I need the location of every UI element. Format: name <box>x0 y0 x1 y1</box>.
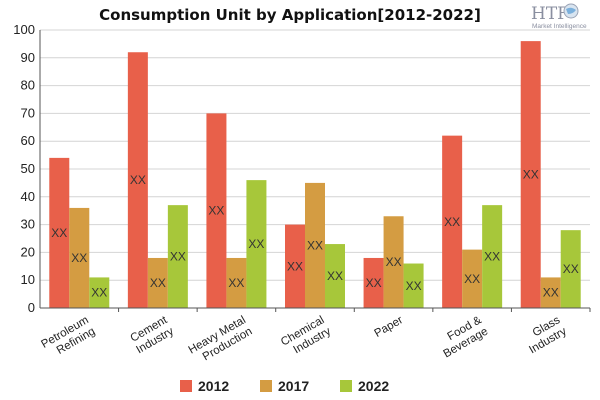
data-label: XX <box>71 251 87 265</box>
y-tick-label: 80 <box>21 78 35 93</box>
y-tick-label: 60 <box>21 133 35 148</box>
data-label: XX <box>464 272 480 286</box>
x-category-label: Food &Beverage <box>435 314 490 360</box>
y-tick-label: 70 <box>21 105 35 120</box>
data-label: XX <box>444 215 460 229</box>
chart-title: Consumption Unit by Application[2012-202… <box>99 6 481 24</box>
data-label: XX <box>130 173 146 187</box>
data-label: XX <box>248 237 264 251</box>
x-category-label: ChemicalIndustry <box>279 314 333 360</box>
x-axis: PetroleumRefining CementIndustry Heavy Met… <box>39 307 591 368</box>
data-label: XX <box>170 250 186 264</box>
bar-2022 <box>325 244 345 308</box>
legend-swatch-2017 <box>260 380 272 392</box>
legend-label-2017: 2017 <box>278 378 309 394</box>
y-tick-label: 10 <box>21 272 35 287</box>
bars: XX XX XX XX XX XX XX XX XX XX XX XX XX XX XX XX XX XX XX XX… <box>49 41 581 309</box>
logo-text: HTF <box>531 4 569 24</box>
bar-2017 <box>226 257 247 308</box>
bar-2012 <box>363 257 384 308</box>
x-category-label: PetroleumRefining <box>39 314 97 362</box>
htf-logo: HTF Market Intelligence <box>531 3 587 30</box>
globe-icon <box>563 3 579 19</box>
bar-2012 <box>49 157 70 308</box>
data-label: XX <box>150 276 166 290</box>
bar-2017 <box>147 257 168 308</box>
data-label: XX <box>287 259 303 273</box>
bar-2022 <box>482 205 503 308</box>
x-category-label: Paper <box>372 314 405 340</box>
y-tick-label: 100 <box>13 22 35 37</box>
bar-2017 <box>383 216 404 308</box>
legend: 2012 2017 2022 <box>180 378 389 394</box>
y-tick-label: 0 <box>28 300 35 315</box>
y-tick-label: 50 <box>21 161 35 176</box>
data-label: XX <box>386 255 402 269</box>
bar-2022 <box>167 205 188 308</box>
data-label: XX <box>307 238 323 252</box>
bar-2012 <box>127 52 148 308</box>
data-label: XX <box>327 269 343 283</box>
data-label: XX <box>406 279 422 293</box>
data-label: XX <box>563 262 579 276</box>
bar-2017 <box>540 277 561 308</box>
bar-2017 <box>69 207 90 308</box>
y-tick-label: 30 <box>21 217 35 232</box>
legend-swatch-2022 <box>340 380 352 392</box>
x-category-line: Paper <box>372 314 405 340</box>
data-label: XX <box>484 250 500 264</box>
bar-2017 <box>462 249 483 308</box>
bar-2012 <box>285 224 305 308</box>
bar-2022 <box>403 263 424 308</box>
data-label: XX <box>523 168 539 182</box>
bar-2012 <box>520 41 541 309</box>
y-tick-label: 20 <box>21 244 35 259</box>
legend-label-2022: 2022 <box>358 378 389 394</box>
y-axis: 0 10 20 30 40 50 60 70 80 90 100 <box>13 22 41 315</box>
data-label: XX <box>366 276 382 290</box>
x-category-label: Heavy MetalProduction <box>187 314 255 368</box>
bar-2012 <box>206 113 227 309</box>
data-label: XX <box>228 276 244 290</box>
y-tick-label: 40 <box>21 189 35 204</box>
data-label: XX <box>51 226 67 240</box>
y-tick-label: 90 <box>21 50 35 65</box>
legend-swatch-2012 <box>180 380 192 392</box>
data-label: XX <box>91 286 107 300</box>
x-category-label: GlassIndustry <box>521 314 569 356</box>
logo-tagline: Market Intelligence <box>532 23 587 30</box>
bar-2022 <box>89 277 110 308</box>
legend-label-2012: 2012 <box>198 378 229 394</box>
bar-2022 <box>246 180 267 308</box>
bar-2017 <box>305 182 325 308</box>
data-label: XX <box>208 204 224 218</box>
x-category-label: CementIndustry <box>128 314 177 357</box>
bar-2022 <box>560 230 581 308</box>
bar-2012 <box>442 135 463 308</box>
data-label: XX <box>543 286 559 300</box>
